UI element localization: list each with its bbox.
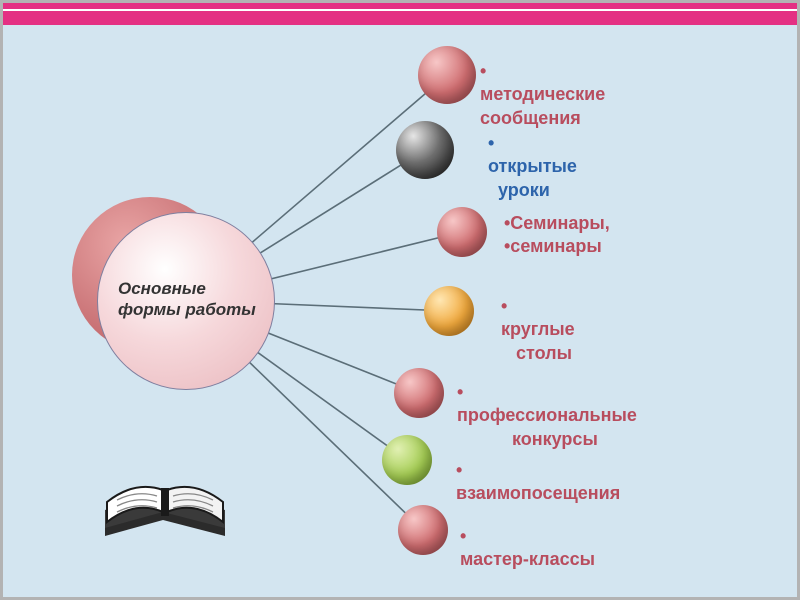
node-label-n1: • методические сообщения: [480, 60, 605, 130]
node-n4: [424, 286, 474, 336]
book-icon: [95, 440, 235, 550]
node-label-n6: • взаимопосещения: [456, 459, 620, 506]
node-label-n7: • мастер-классы: [460, 525, 595, 572]
node-label-n4: • круглые столы: [501, 295, 575, 365]
node-label-n2: • открытые уроки: [488, 132, 577, 202]
node-n2: [396, 121, 454, 179]
center-label: Основные формы работы: [118, 278, 258, 321]
node-n3: [437, 207, 487, 257]
node-n1: [418, 46, 476, 104]
node-label-n5: • профессиональные конкурсы: [457, 381, 637, 451]
top-bar: [3, 3, 797, 25]
node-n6: [382, 435, 432, 485]
node-label-n3: •Семинары, •семинары: [504, 212, 610, 259]
node-n5: [394, 368, 444, 418]
node-n7: [398, 505, 448, 555]
